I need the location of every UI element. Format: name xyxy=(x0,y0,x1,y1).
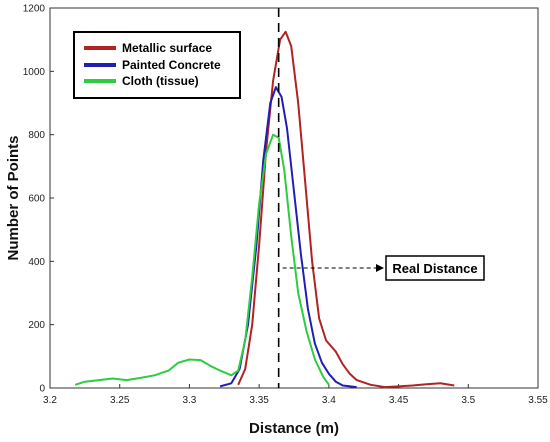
series-layer xyxy=(74,30,455,389)
y-tick-label: 200 xyxy=(28,320,45,331)
x-tick-label: 3.5 xyxy=(461,395,475,406)
legend-label-painted-concrete: Painted Concrete xyxy=(122,58,221,72)
y-tick-label: 1000 xyxy=(23,67,46,78)
x-tick-label: 3.45 xyxy=(389,395,409,406)
series-line-metallic-surface xyxy=(237,30,455,389)
y-tick-label: 800 xyxy=(28,130,45,141)
x-tick-label: 3.25 xyxy=(110,395,130,406)
y-tick-label: 400 xyxy=(28,257,45,268)
x-axis-title: Distance (m) xyxy=(249,420,339,437)
x-tick-label: 3.55 xyxy=(528,395,548,406)
legend-label-cloth: Cloth (tissue) xyxy=(122,74,199,88)
legend: Metallic surface Painted Concrete Cloth … xyxy=(73,31,241,99)
annotation: Real Distance xyxy=(282,255,485,281)
legend-label-metallic: Metallic surface xyxy=(122,41,212,55)
x-tick-label: 3.4 xyxy=(322,395,336,406)
series-line-cloth-tissue xyxy=(74,133,330,386)
annotation-arrowhead xyxy=(376,264,384,272)
x-tick-label: 3.3 xyxy=(182,395,196,406)
y-tick-label: 0 xyxy=(39,384,45,395)
annotation-label: Real Distance xyxy=(392,261,477,276)
x-tick-label: 3.2 xyxy=(43,395,57,406)
y-axis-ticks: 0 200 400 600 800 1000 1200 xyxy=(23,4,54,395)
x-tick-label: 3.35 xyxy=(249,395,269,406)
y-tick-label: 600 xyxy=(28,194,45,205)
annotation-box xyxy=(385,255,485,281)
y-tick-label: 1200 xyxy=(23,4,46,15)
y-axis-title: Number of Points xyxy=(5,135,22,260)
series-line-painted-concrete xyxy=(219,86,357,389)
